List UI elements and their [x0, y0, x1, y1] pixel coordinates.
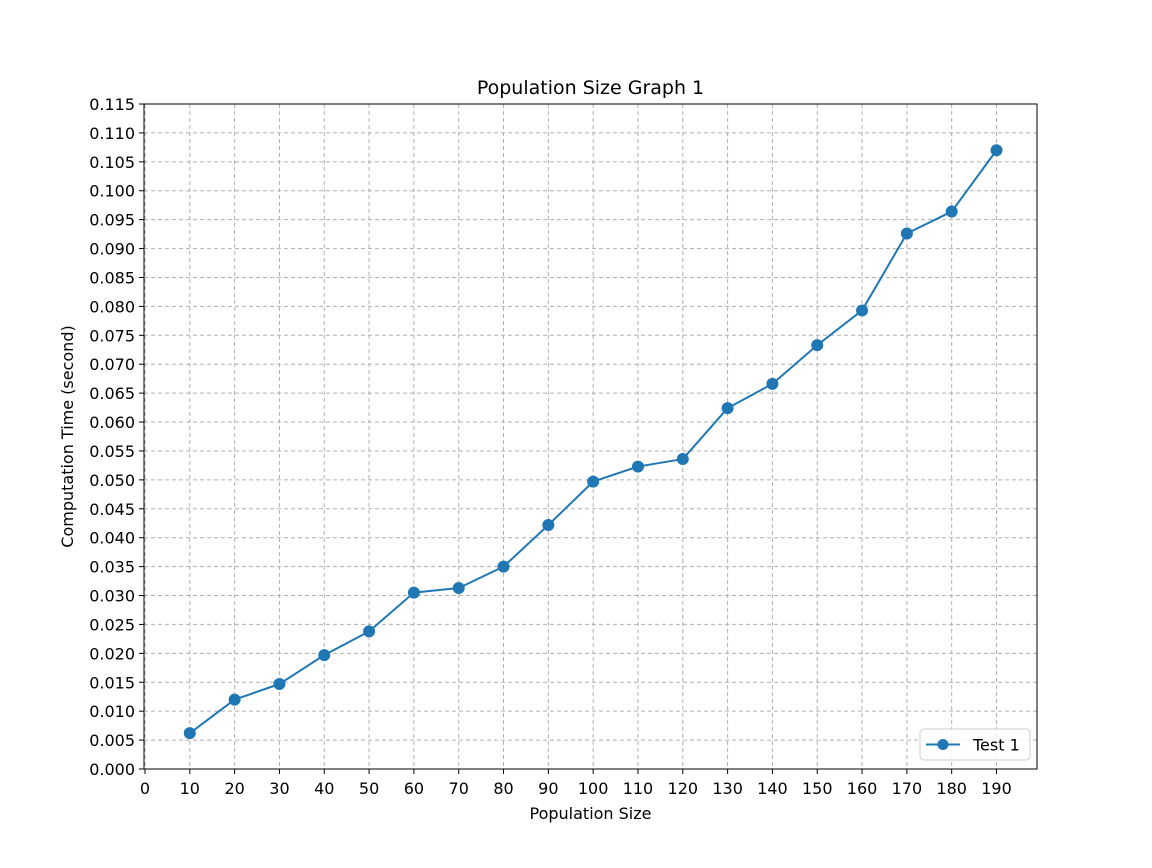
x-tick-label: 50: [359, 779, 379, 798]
y-tick-label: 0.075: [89, 326, 135, 345]
grid: [144, 103, 1037, 770]
x-tick-label: 80: [493, 779, 513, 798]
x-tick-label: 160: [847, 779, 878, 798]
data-point: [452, 582, 465, 595]
axes: 0 10 20 30 40 50 60 70 80 90 100 110 120 130 140 150 160…: [89, 95, 1038, 798]
y-tick-label: 0.080: [89, 297, 135, 316]
x-tick-label: 60: [404, 779, 424, 798]
x-tick-label: 150: [802, 779, 833, 798]
x-tick-label: 190: [981, 779, 1012, 798]
data-point: [587, 475, 600, 488]
legend-label: Test 1: [972, 736, 1020, 755]
data-point: [811, 339, 824, 352]
data-point: [900, 227, 913, 240]
y-tick-label: 0.045: [89, 500, 135, 519]
y-tick-label: 0.030: [89, 587, 135, 606]
y-tick-label: 0.105: [89, 153, 135, 172]
y-tick-label: 0.090: [89, 240, 135, 259]
y-tick-label: 0.035: [89, 558, 135, 577]
x-tick-label: 0: [140, 779, 150, 798]
data-point: [407, 586, 420, 599]
data-point: [497, 560, 510, 573]
data-point: [183, 727, 196, 740]
data-point: [318, 649, 331, 662]
data-point: [945, 205, 958, 218]
y-tick-label: 0.095: [89, 211, 135, 230]
x-tick-label: 30: [269, 779, 289, 798]
y-tick-label: 0.115: [89, 95, 135, 114]
y-tick-label: 0.015: [89, 673, 135, 692]
legend-marker: [937, 739, 949, 750]
x-tick-label: 140: [757, 779, 788, 798]
data-point: [990, 144, 1003, 157]
y-tick-label: 0.000: [89, 760, 135, 779]
x-tick-label: 130: [712, 779, 743, 798]
y-tick-label: 0.040: [89, 529, 135, 548]
x-tick-label: 10: [180, 779, 200, 798]
x-tick-label: 110: [623, 779, 654, 798]
series-layer: [183, 144, 1003, 740]
data-point: [631, 460, 644, 473]
y-tick-label: 0.110: [89, 124, 135, 143]
data-point: [766, 377, 779, 390]
data-point: [721, 402, 734, 415]
y-tick-label: 0.050: [89, 471, 135, 490]
data-point: [676, 453, 689, 466]
x-tick-label: 90: [538, 779, 558, 798]
data-point: [273, 677, 286, 690]
x-tick-label: 120: [668, 779, 699, 798]
x-tick-label: 100: [578, 779, 609, 798]
x-axis-label: Population Size: [530, 804, 652, 823]
y-tick-label: 0.025: [89, 615, 135, 634]
x-tick-label: 40: [314, 779, 334, 798]
y-tick-label: 0.085: [89, 268, 135, 287]
data-point: [228, 693, 241, 706]
y-tick-label: 0.060: [89, 413, 135, 432]
y-tick-label: 0.005: [89, 731, 135, 750]
data-point: [542, 518, 555, 531]
y-tick-label: 0.010: [89, 702, 135, 721]
y-tick-label: 0.020: [89, 644, 135, 663]
x-tick-label: 180: [936, 779, 967, 798]
x-tick-label: 20: [224, 779, 244, 798]
plot-frame: [143, 103, 1038, 770]
y-tick-label: 0.065: [89, 384, 135, 403]
y-tick-label: 0.055: [89, 442, 135, 461]
chart-title: Population Size Graph 1: [477, 77, 704, 99]
y-tick-label: 0.070: [89, 355, 135, 374]
x-tick-label: 170: [892, 779, 923, 798]
data-point: [363, 625, 376, 638]
x-tick-label: 70: [449, 779, 469, 798]
y-tick-label: 0.100: [89, 182, 135, 201]
data-point: [856, 304, 869, 317]
legend-box: [919, 728, 1031, 761]
y-axis-label: Computation Time (second): [58, 325, 77, 547]
legend: Test 1: [919, 728, 1031, 761]
